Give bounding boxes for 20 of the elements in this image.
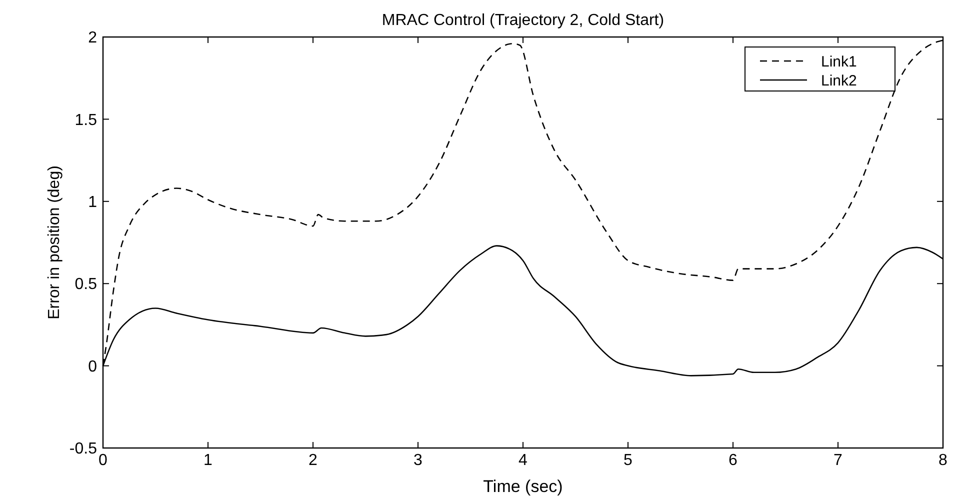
x-tick-label: 1: [204, 452, 213, 469]
chart-title: MRAC Control (Trajectory 2, Cold Start): [382, 12, 664, 29]
x-tick-label: 3: [414, 452, 423, 469]
x-tick-label: 6: [728, 452, 738, 469]
y-tick-label: -0.5: [69, 440, 98, 458]
y-tick-label: 1.5: [74, 112, 98, 129]
x-tick-label: 0: [98, 452, 108, 469]
legend-label: Link1: [821, 53, 857, 70]
x-tick-label: 4: [518, 452, 528, 469]
y-tick-label: 0.5: [74, 276, 98, 294]
y-tick-label: 0: [88, 358, 98, 376]
legend-label: Link2: [821, 72, 857, 90]
x-axis-title: Time (sec): [483, 477, 563, 496]
y-axis-title: Error in position (deg): [46, 166, 63, 320]
x-tick-label: 5: [624, 452, 633, 469]
y-tick-label: 1: [88, 194, 98, 211]
x-tick-label: 8: [938, 452, 948, 469]
y-tick-label: 2: [88, 30, 98, 47]
x-tick-label: 7: [834, 452, 843, 469]
x-tick-label: 2: [308, 452, 318, 469]
